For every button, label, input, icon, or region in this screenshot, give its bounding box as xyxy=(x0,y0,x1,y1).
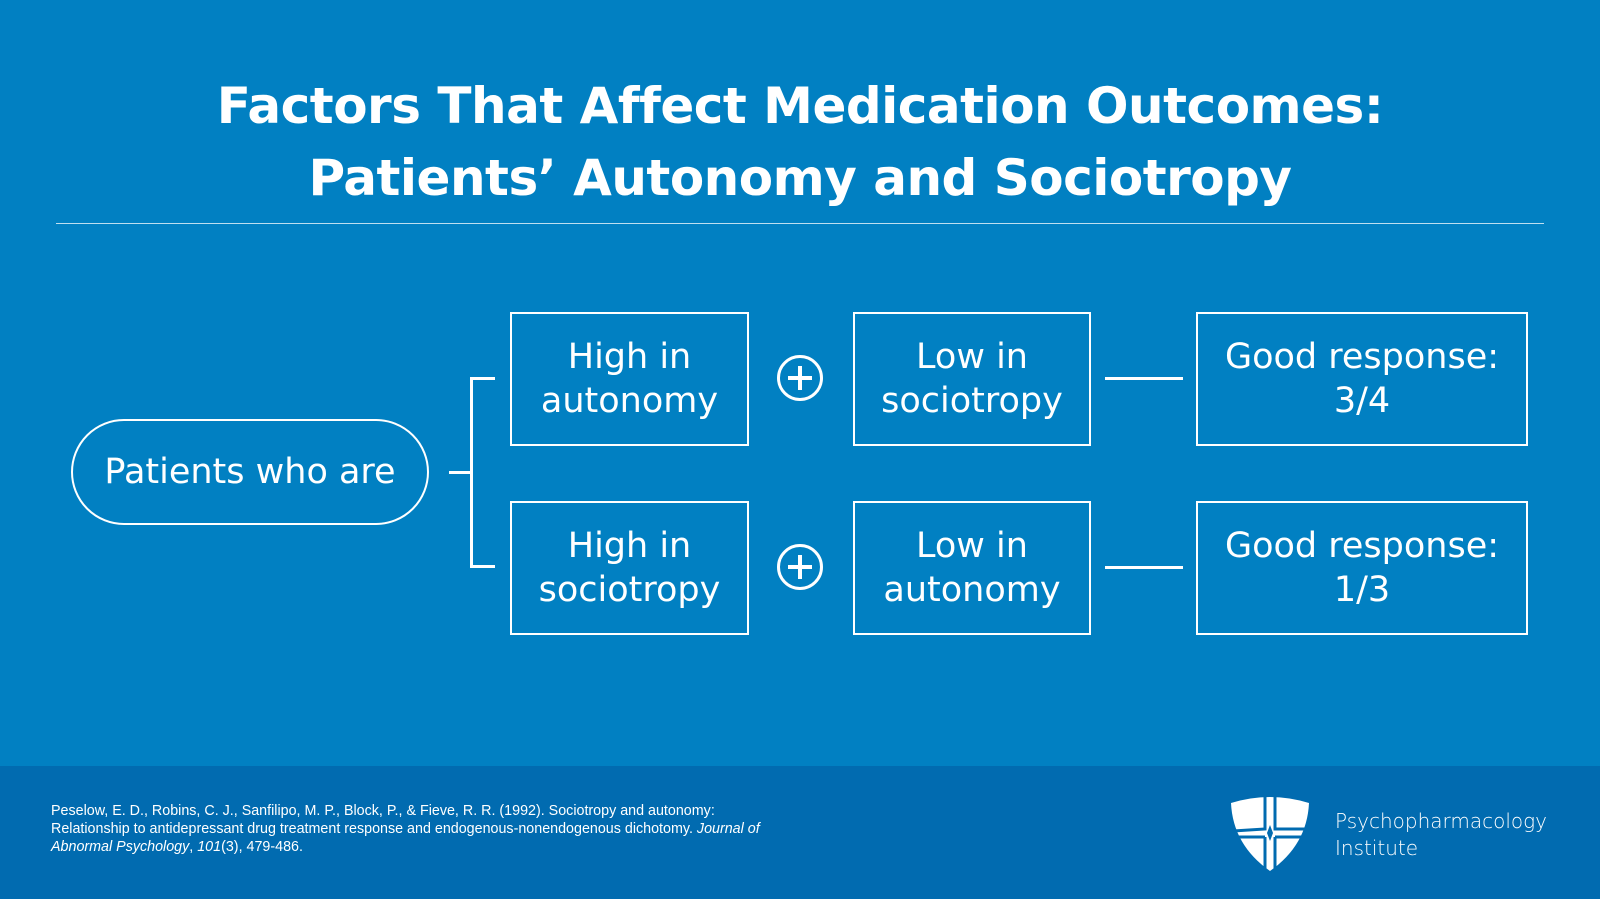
ref-tail: (3), 479-486. xyxy=(221,839,303,855)
row1-second-box: Low in sociotropy xyxy=(853,312,1091,446)
logo-line-1: Psychopharmacology xyxy=(1335,809,1547,833)
row1-first-box: High in autonomy xyxy=(510,312,749,446)
bracket-vertical xyxy=(470,378,473,567)
title-divider xyxy=(56,223,1544,224)
logo-text: Psychopharmacology Institute xyxy=(1335,808,1547,862)
plus-circle-icon xyxy=(777,544,823,590)
bracket-stem xyxy=(449,471,471,474)
bracket-bottom xyxy=(470,565,495,568)
ref-volume: 101 xyxy=(197,839,222,855)
shield-logo-icon xyxy=(1231,797,1309,871)
footer-bar xyxy=(0,766,1600,899)
ref-sep: , xyxy=(189,839,198,855)
slide-title: Factors That Affect Medication Outcomes:… xyxy=(0,70,1600,214)
logo-line-2: Institute xyxy=(1335,836,1419,860)
row2-result-box: Good response: 1/3 xyxy=(1196,501,1528,635)
ref-journal: Journal of Abnormal Psychology xyxy=(51,821,760,855)
row2-connector xyxy=(1105,566,1183,569)
title-line-2: Patients’ Autonomy and Sociotropy xyxy=(308,149,1292,207)
title-line-1: Factors That Affect Medication Outcomes: xyxy=(216,77,1384,135)
row2-first-box: High in sociotropy xyxy=(510,501,749,635)
row1-result-box: Good response: 3/4 xyxy=(1196,312,1528,446)
plus-circle-icon xyxy=(777,355,823,401)
row1-connector xyxy=(1105,377,1183,380)
reference-citation: Peselow, E. D., Robins, C. J., Sanfilipo… xyxy=(51,802,771,856)
root-node: Patients who are xyxy=(71,419,429,525)
ref-text: Peselow, E. D., Robins, C. J., Sanfilipo… xyxy=(51,803,715,837)
row2-second-box: Low in autonomy xyxy=(853,501,1091,635)
bracket-top xyxy=(470,377,495,380)
